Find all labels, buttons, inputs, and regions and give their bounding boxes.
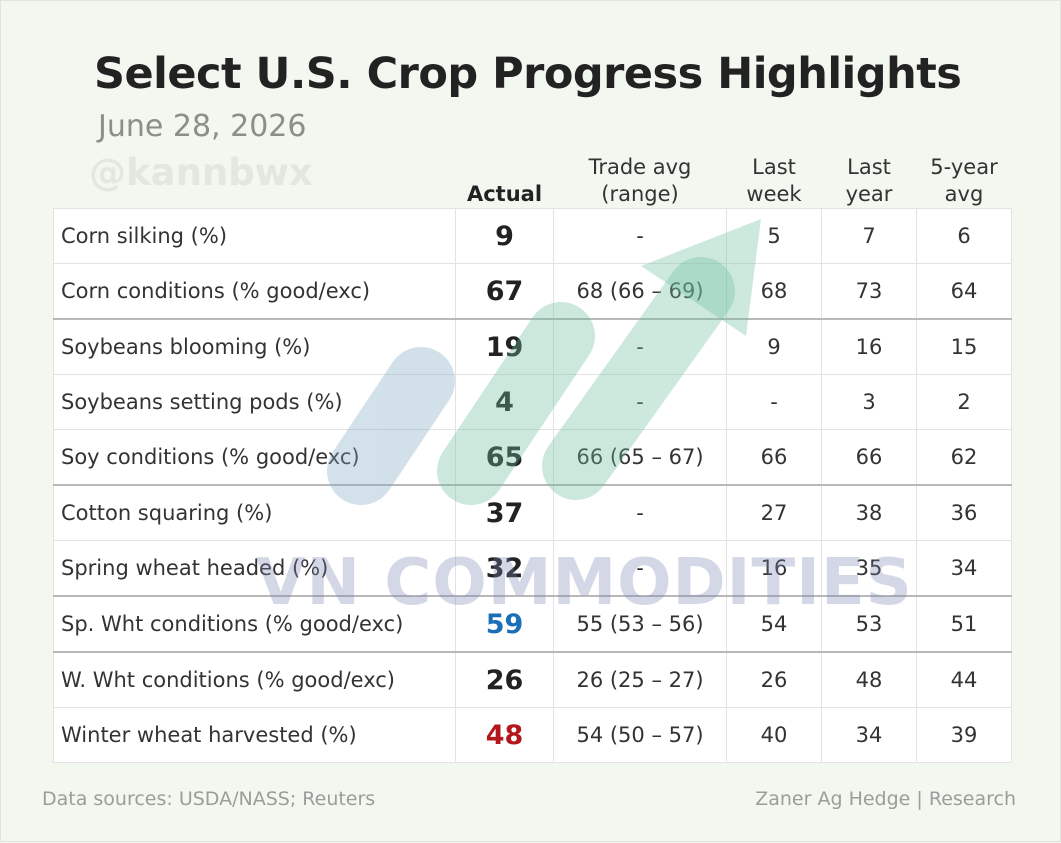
table-row: Cotton squaring (%) 37-27 38 36 (53, 484, 1012, 541)
five-year-avg: 36 (916, 484, 1012, 541)
footer-credit: Zaner Ag Hedge | Research (755, 788, 1016, 810)
last-year: 7 (821, 208, 917, 264)
column-header: Actual (466, 182, 543, 206)
last-week: 26 (726, 651, 822, 708)
last-week: - (726, 374, 822, 430)
table-row: Winter wheat harvested (%) 48 54 (50 – 57)… (53, 707, 1012, 763)
last-year: 35 (821, 540, 917, 597)
row-label: Spring wheat headed (%) (53, 540, 456, 597)
five-year-avg: 39 (916, 707, 1012, 763)
table-row: Sp. Wht conditions (% good/exc) 59 55 (53 … (53, 595, 1012, 653)
last-week: 16 (726, 540, 822, 597)
last-year: 73 (821, 263, 917, 320)
five-year-avg: 34 (916, 540, 1012, 597)
column-header: Trade avg (range) (588, 155, 692, 206)
trade-average: - (553, 484, 727, 541)
actual-value: 19 (455, 318, 554, 375)
column-header: 5-year avg (930, 155, 998, 206)
row-label: Cotton squaring (%) (53, 484, 456, 541)
five-year-avg: 44 (916, 651, 1012, 708)
row-label: Sp. Wht conditions (% good/exc) (53, 595, 456, 653)
last-year: 38 (821, 484, 917, 541)
actual-value: 32 (455, 540, 554, 597)
trade-average: - (553, 374, 727, 430)
last-year: 48 (821, 651, 917, 708)
trade-average: 54 (50 – 57) (553, 707, 727, 763)
last-week: 54 (726, 595, 822, 653)
five-year-avg: 64 (916, 263, 1012, 320)
row-label: W. Wht conditions (% good/exc) (53, 651, 456, 708)
actual-value: 67 (455, 263, 554, 320)
five-year-avg: 6 (916, 208, 1012, 264)
last-week: 68 (726, 263, 822, 320)
last-week: 27 (726, 484, 822, 541)
last-year: 16 (821, 318, 917, 375)
actual-value: 59 (455, 595, 554, 653)
table-row: Spring wheat headed (%) 32-16 35 34 (53, 540, 1012, 597)
trade-average: 68 (66 – 69) (553, 263, 727, 320)
row-label: Winter wheat harvested (%) (53, 707, 456, 763)
row-label: Soybeans blooming (%) (53, 318, 456, 375)
table-row: Soy conditions (% good/exc) 65 66 (65 – 67… (53, 429, 1012, 486)
trade-average: - (553, 540, 727, 597)
actual-value: 48 (455, 707, 554, 763)
header-blank (54, 151, 456, 209)
last-year: 3 (821, 374, 917, 430)
table-row: Soybeans setting pods (%) 4- -3 2 (53, 374, 1012, 430)
last-week: 40 (726, 707, 822, 763)
trade-average: 66 (65 – 67) (553, 429, 727, 486)
last-week: 5 (726, 208, 822, 264)
actual-value: 4 (455, 374, 554, 430)
actual-value: 65 (455, 429, 554, 486)
trade-average: 55 (53 – 56) (553, 595, 727, 653)
row-label: Corn silking (%) (53, 208, 456, 264)
last-week: 66 (726, 429, 822, 486)
table-row: Corn silking (%) 9-5 7 6 (53, 208, 1012, 264)
table-row: Soybeans blooming (%) 19-9 16 15 (53, 318, 1012, 375)
progress-table: Actual Trade avg (range) Last week Last yea… (53, 151, 1012, 763)
actual-value: 9 (455, 208, 554, 264)
header-row: Actual Trade avg (range) Last week Last yea… (54, 151, 1012, 209)
title: Select U.S. Crop Progress Highlights (94, 49, 962, 99)
footer-sources: Data sources: USDA/NASS; Reuters (42, 788, 376, 810)
trade-average: - (553, 208, 727, 264)
trade-average: 26 (25 – 27) (553, 651, 727, 708)
column-header: Last week (746, 155, 802, 206)
watermark-handle: @kannbwx (89, 151, 313, 194)
five-year-avg: 51 (916, 595, 1012, 653)
five-year-avg: 15 (916, 318, 1012, 375)
row-label: Soybeans setting pods (%) (53, 374, 456, 430)
five-year-avg: 2 (916, 374, 1012, 430)
row-label: Corn conditions (% good/exc) (53, 263, 456, 320)
five-year-avg: 62 (916, 429, 1012, 486)
column-header: Last year (845, 155, 893, 206)
last-year: 34 (821, 707, 917, 763)
actual-value: 26 (455, 651, 554, 708)
date: June 28, 2026 (98, 109, 307, 144)
last-week: 9 (726, 318, 822, 375)
table-row: Corn conditions (% good/exc) 67 68 (66 – 6… (53, 263, 1012, 320)
table-row: W. Wht conditions (% good/exc) 26 26 (25 –… (53, 651, 1012, 708)
actual-value: 37 (455, 484, 554, 541)
row-label: Soy conditions (% good/exc) (53, 429, 456, 486)
last-year: 66 (821, 429, 917, 486)
last-year: 53 (821, 595, 917, 653)
trade-average: - (553, 318, 727, 375)
